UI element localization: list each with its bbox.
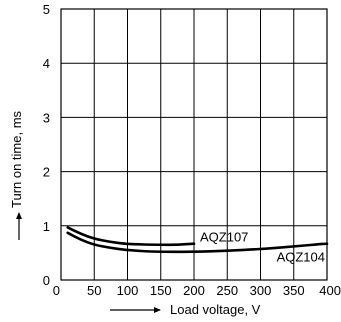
y-axis-title: Turn on time, ms xyxy=(9,110,24,208)
x-tick-label: 350 xyxy=(283,283,305,298)
series-label-aqz107: AQZ107 xyxy=(200,230,248,245)
y-axis-ticks: 0 1 2 3 4 5 xyxy=(43,2,50,288)
y-tick-label: 0 xyxy=(43,273,50,288)
series-line-aqz107 xyxy=(66,226,196,247)
series-labels: AQZ107 AQZ104 xyxy=(200,230,325,265)
y-tick-label: 4 xyxy=(43,56,50,71)
x-axis-ticks: 0 50 100 150 200 250 300 350 400 xyxy=(53,283,341,298)
x-tick-label: 100 xyxy=(117,283,139,298)
x-tick-label: 150 xyxy=(150,283,172,298)
series-label-aqz104: AQZ104 xyxy=(277,250,325,265)
x-tick-label: 300 xyxy=(250,283,272,298)
grid xyxy=(61,9,327,280)
y-tick-label: 2 xyxy=(43,165,50,180)
plot-frame xyxy=(60,8,328,281)
x-tick-label: 250 xyxy=(216,283,238,298)
series-lines xyxy=(66,226,329,254)
x-tick-label: 400 xyxy=(319,283,341,298)
series-line-aqz104 xyxy=(66,231,329,254)
x-axis-title: Load voltage, V xyxy=(170,302,261,317)
x-tick-label: 50 xyxy=(87,283,101,298)
x-tick-label: 200 xyxy=(183,283,205,298)
y-tick-label: 5 xyxy=(43,2,50,17)
y-tick-label: 3 xyxy=(43,110,50,125)
y-tick-label: 1 xyxy=(43,219,50,234)
x-tick-label: 0 xyxy=(53,283,60,298)
